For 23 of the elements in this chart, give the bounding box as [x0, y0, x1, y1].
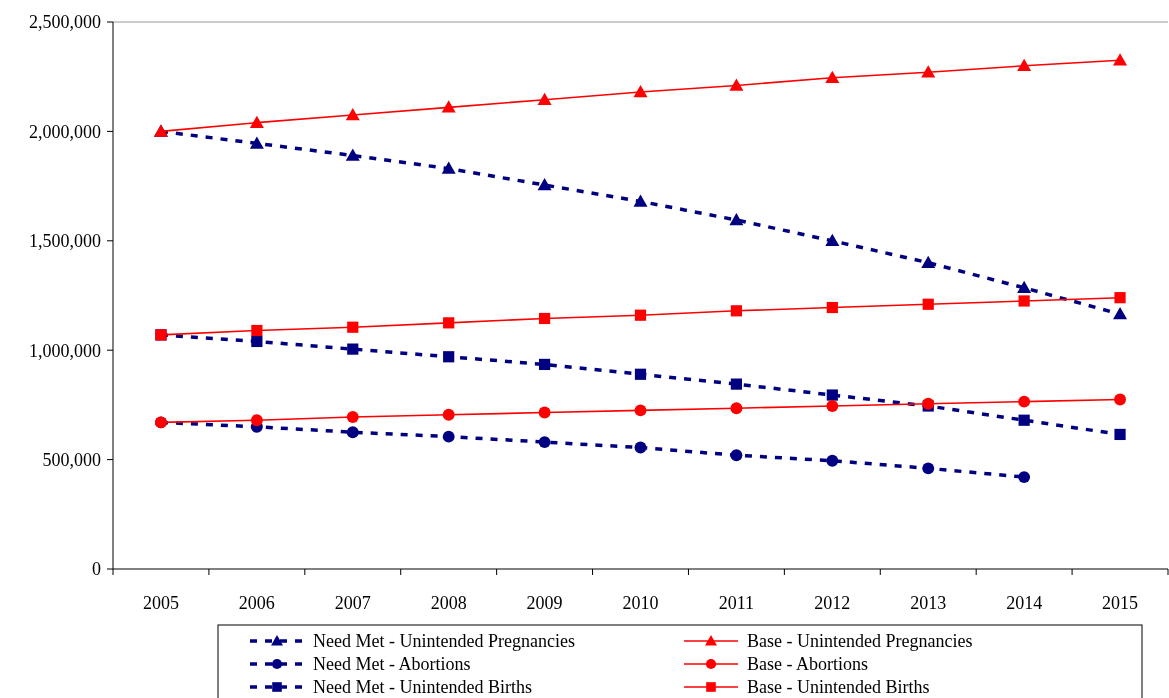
y-tick-label: 2,500,000	[29, 12, 101, 33]
legend-label: Base - Abortions	[747, 654, 868, 675]
y-tick-label: 500,000	[42, 449, 101, 470]
legend-label: Base - Unintended Births	[747, 677, 930, 698]
x-tick-label: 2015	[1102, 593, 1139, 613]
x-tick-label: 2007	[334, 593, 371, 613]
legend-label: Need Met - Unintended Births	[313, 677, 532, 698]
x-tick-label: 2014	[1006, 593, 1043, 613]
x-tick-label: 2012	[814, 593, 851, 613]
x-tick-label: 2005	[142, 593, 179, 613]
x-tick-label: 2009	[526, 593, 563, 613]
x-tick-label: 2013	[910, 593, 947, 613]
x-tick-label: 2008	[430, 593, 467, 613]
y-tick-label: 0	[92, 559, 101, 580]
x-tick-label: 2011	[718, 593, 755, 613]
y-tick-label: 2,000,000	[29, 121, 101, 142]
y-tick-label: 1,000,000	[29, 340, 101, 361]
y-tick-label: 1,500,000	[29, 231, 101, 252]
x-tick-label: 2006	[238, 593, 275, 613]
legend-label: Need Met - Abortions	[313, 654, 471, 675]
legend-label: Need Met - Unintended Pregnancies	[313, 631, 575, 652]
legend-label: Base - Unintended Pregnancies	[747, 631, 973, 652]
x-tick-label: 2010	[622, 593, 659, 613]
